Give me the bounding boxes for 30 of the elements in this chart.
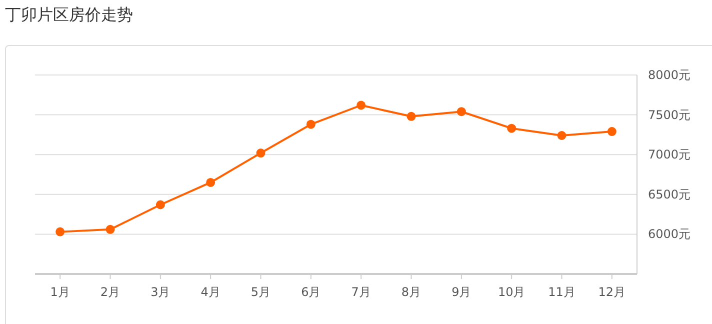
y-tick-label: 6000元 (648, 227, 691, 242)
x-tick-label: 5月 (250, 285, 271, 299)
y-tick-label: 6500元 (648, 187, 691, 202)
point (456, 107, 466, 116)
point (106, 224, 115, 234)
chart-title: 丁卯片区房价走势 (5, 5, 133, 26)
x-tick-label: 1月 (50, 285, 70, 299)
point (206, 178, 216, 187)
point (56, 227, 65, 236)
y-tick-label: 8000元 (648, 68, 691, 82)
x-tick-label: 8月 (401, 285, 422, 299)
x-tick-label: 3月 (150, 285, 170, 299)
x-tick-label: 7月 (351, 285, 371, 299)
point (256, 148, 266, 158)
point (557, 130, 566, 140)
x-tick-label: 6月 (301, 285, 321, 299)
point (306, 120, 316, 129)
x-tick-label: 12月 (598, 285, 626, 299)
point (356, 100, 366, 110)
point (406, 112, 416, 121)
y-tick-label: 7500元 (648, 108, 691, 122)
x-tick-label: 11月 (548, 285, 576, 299)
point (507, 124, 516, 133)
x-tick-label: 2月 (100, 285, 120, 299)
y-tick-label: 7000元 (648, 148, 691, 162)
x-tick-label: 9月 (452, 285, 472, 299)
point (156, 200, 165, 210)
x-tick-label: 10月 (498, 285, 526, 299)
x-tick-label: 4月 (200, 285, 220, 299)
point (607, 127, 616, 136)
